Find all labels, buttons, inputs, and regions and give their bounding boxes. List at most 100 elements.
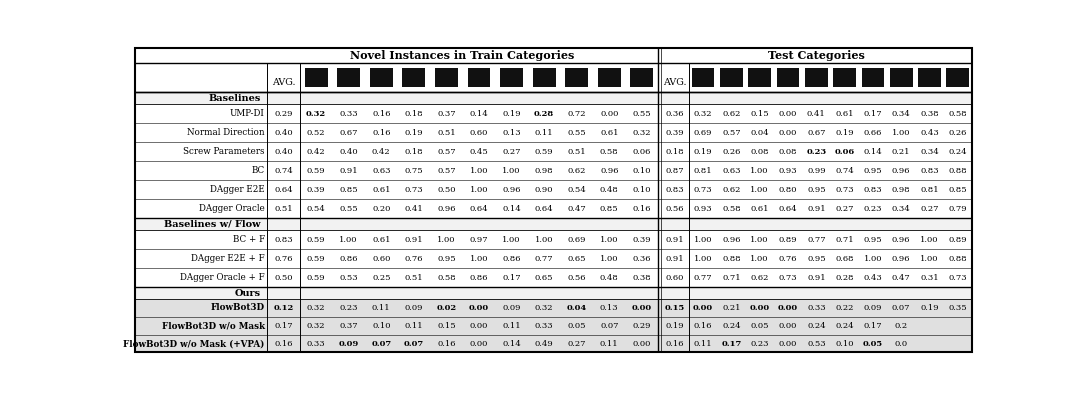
Text: Baselines: Baselines xyxy=(208,94,260,103)
Text: 0.59: 0.59 xyxy=(307,236,325,244)
Text: 1.00: 1.00 xyxy=(502,167,521,175)
Text: 0.35: 0.35 xyxy=(948,304,968,312)
Text: 0.57: 0.57 xyxy=(437,167,456,175)
Text: 0.96: 0.96 xyxy=(437,205,456,213)
Text: 0.91: 0.91 xyxy=(339,167,357,175)
Text: 0.40: 0.40 xyxy=(274,148,293,156)
Text: 0.27: 0.27 xyxy=(835,205,854,213)
Text: 0.62: 0.62 xyxy=(723,186,741,194)
Text: 1.00: 1.00 xyxy=(693,236,713,244)
Text: 0.85: 0.85 xyxy=(339,186,357,194)
Text: 0.95: 0.95 xyxy=(807,186,825,194)
Text: 0.06: 0.06 xyxy=(835,148,854,156)
Text: 0.42: 0.42 xyxy=(372,148,391,156)
Text: 0.73: 0.73 xyxy=(835,186,854,194)
Text: 0.59: 0.59 xyxy=(307,255,325,263)
Text: 0.64: 0.64 xyxy=(470,205,488,213)
Text: 0.12: 0.12 xyxy=(273,304,294,312)
Text: 0.59: 0.59 xyxy=(535,148,553,156)
Text: 0.32: 0.32 xyxy=(535,304,553,312)
Text: 0.16: 0.16 xyxy=(274,339,293,348)
Bar xyxy=(135,249,972,268)
Text: 0.81: 0.81 xyxy=(920,186,939,194)
Text: Ours: Ours xyxy=(234,289,260,298)
Text: 0.56: 0.56 xyxy=(665,205,684,213)
Bar xyxy=(305,68,327,87)
Text: BC + F: BC + F xyxy=(232,235,265,244)
Text: 0.38: 0.38 xyxy=(633,274,651,282)
Text: 0.87: 0.87 xyxy=(665,167,684,175)
Text: 0.24: 0.24 xyxy=(835,322,854,330)
Text: 0.23: 0.23 xyxy=(751,339,769,348)
Text: 0.79: 0.79 xyxy=(948,205,968,213)
Text: 0.19: 0.19 xyxy=(693,148,713,156)
Text: 0.14: 0.14 xyxy=(470,110,488,118)
Text: 0.16: 0.16 xyxy=(633,205,651,213)
Text: 0.10: 0.10 xyxy=(372,322,391,330)
Text: 0.0: 0.0 xyxy=(894,339,908,348)
Text: 0.15: 0.15 xyxy=(751,110,769,118)
Text: 0.37: 0.37 xyxy=(437,110,456,118)
Text: 0.66: 0.66 xyxy=(864,129,882,137)
Text: 0.61: 0.61 xyxy=(751,205,769,213)
Text: 0.27: 0.27 xyxy=(920,205,939,213)
Text: 0.10: 0.10 xyxy=(633,167,651,175)
Bar xyxy=(135,268,972,287)
Text: 0.10: 0.10 xyxy=(835,339,854,348)
Text: FlowBot3D w/o Mask (+VPA): FlowBot3D w/o Mask (+VPA) xyxy=(123,339,265,348)
Text: 0.91: 0.91 xyxy=(807,274,825,282)
Text: 0.41: 0.41 xyxy=(404,205,423,213)
Text: 0.06: 0.06 xyxy=(633,148,651,156)
Text: 0.88: 0.88 xyxy=(948,255,968,263)
Text: UMP-DI: UMP-DI xyxy=(230,109,265,118)
Text: 0.77: 0.77 xyxy=(807,236,825,244)
Text: 0.69: 0.69 xyxy=(693,129,713,137)
Bar xyxy=(890,68,913,87)
Text: 0.00: 0.00 xyxy=(633,339,651,348)
Text: 1.00: 1.00 xyxy=(600,236,619,244)
Text: 0.63: 0.63 xyxy=(372,167,391,175)
Text: 0.58: 0.58 xyxy=(600,148,619,156)
Text: 0.02: 0.02 xyxy=(436,304,457,312)
Text: 0.77: 0.77 xyxy=(535,255,553,263)
Text: 0.07: 0.07 xyxy=(892,304,910,312)
Text: 1.00: 1.00 xyxy=(339,236,357,244)
Bar xyxy=(805,68,827,87)
Bar xyxy=(946,68,969,87)
Text: 0.07: 0.07 xyxy=(372,339,391,348)
Text: 0.39: 0.39 xyxy=(633,236,651,244)
Text: 0.24: 0.24 xyxy=(807,322,825,330)
Text: DAgger Oracle: DAgger Oracle xyxy=(199,204,265,213)
Text: 0.96: 0.96 xyxy=(600,167,619,175)
Text: 0.40: 0.40 xyxy=(274,129,293,137)
Text: 0.43: 0.43 xyxy=(920,129,939,137)
Text: 0.39: 0.39 xyxy=(665,129,684,137)
Text: 0.95: 0.95 xyxy=(864,236,882,244)
Text: 0.60: 0.60 xyxy=(665,274,684,282)
Text: 0.00: 0.00 xyxy=(778,304,798,312)
Bar xyxy=(720,68,743,87)
Text: 0.23: 0.23 xyxy=(864,205,882,213)
Text: 0.48: 0.48 xyxy=(599,186,619,194)
Text: 1.00: 1.00 xyxy=(892,129,910,137)
Text: 1.00: 1.00 xyxy=(751,167,769,175)
Text: 0.32: 0.32 xyxy=(307,304,325,312)
Text: Screw Parameters: Screw Parameters xyxy=(184,147,265,156)
Text: 0.73: 0.73 xyxy=(779,274,797,282)
Text: 0.52: 0.52 xyxy=(307,129,325,137)
Text: 0.11: 0.11 xyxy=(693,339,713,348)
Text: 0.83: 0.83 xyxy=(665,186,684,194)
Text: 0.56: 0.56 xyxy=(567,274,586,282)
Text: 0.33: 0.33 xyxy=(339,110,357,118)
Bar xyxy=(468,68,490,87)
Text: 0.27: 0.27 xyxy=(567,339,586,348)
Text: 0.19: 0.19 xyxy=(665,322,684,330)
Text: 0.74: 0.74 xyxy=(835,167,854,175)
Text: 0.91: 0.91 xyxy=(405,236,423,244)
Bar xyxy=(135,161,972,180)
Text: 0.17: 0.17 xyxy=(502,274,521,282)
Text: 0.62: 0.62 xyxy=(723,110,741,118)
Text: 0.50: 0.50 xyxy=(274,274,293,282)
Text: 0.90: 0.90 xyxy=(535,186,553,194)
Text: 0.51: 0.51 xyxy=(405,274,423,282)
